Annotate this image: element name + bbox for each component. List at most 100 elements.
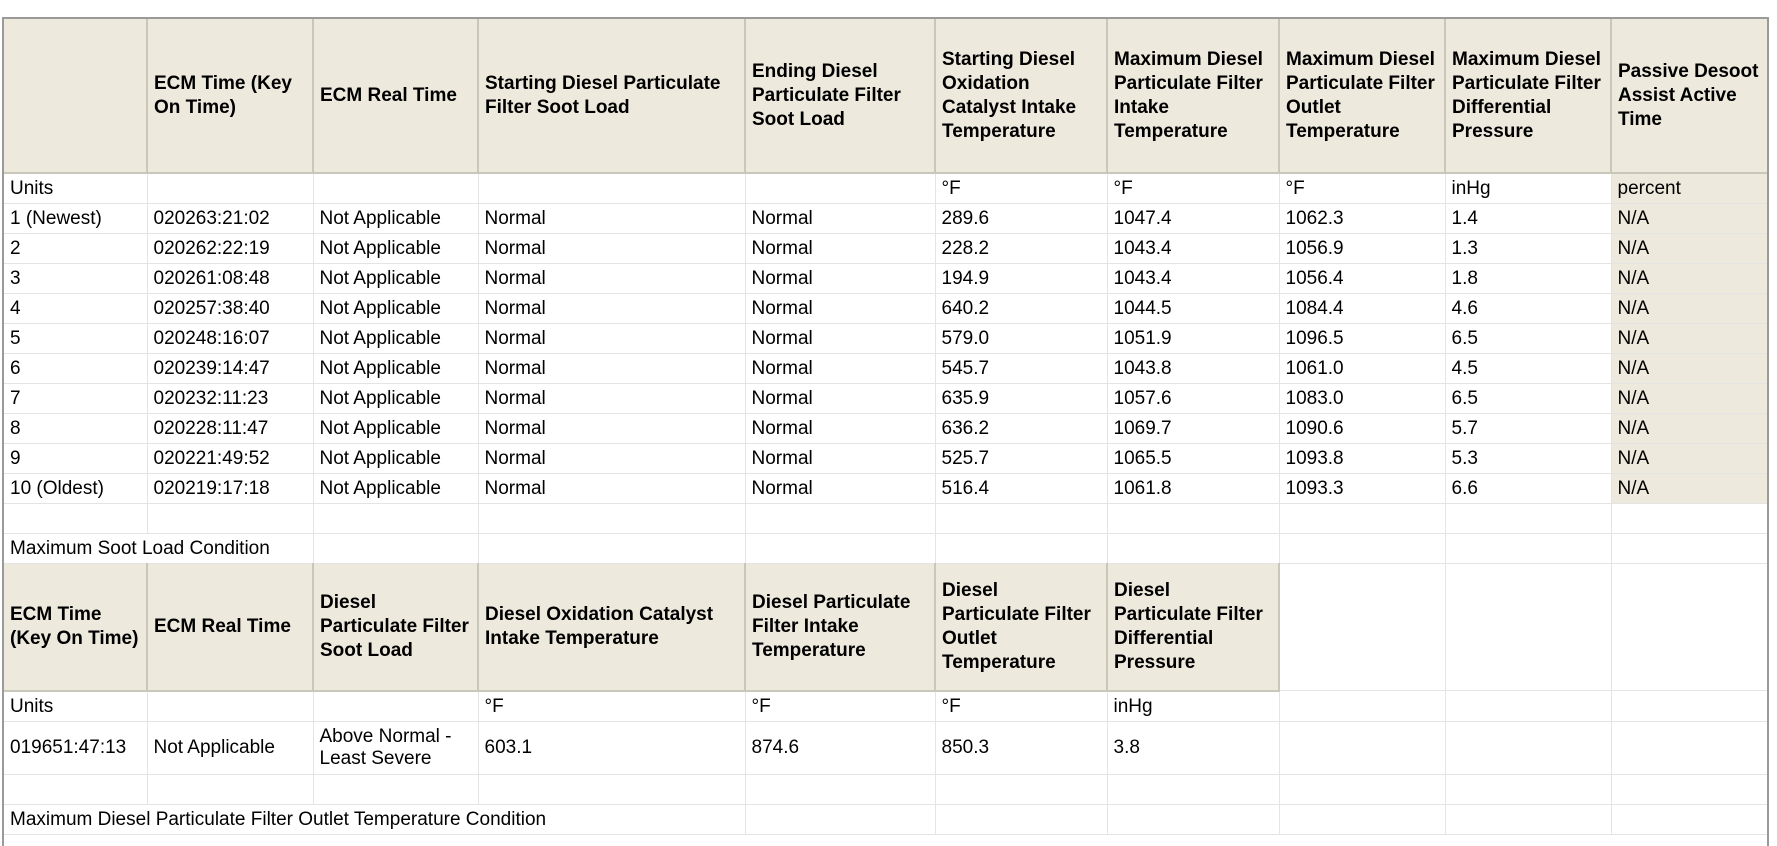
table-cell: Not Applicable (313, 353, 479, 384)
table-cell: Not Applicable (313, 383, 479, 414)
table-cell: 545.7 (935, 353, 1108, 384)
soot-header-cell: ECM Time (Key On Time) (4, 563, 148, 692)
table-cell: 020228:11:47 (147, 413, 314, 444)
table-cell: Normal (478, 383, 746, 414)
table-cell: 1062.3 (1279, 203, 1446, 234)
units-label: Units (4, 173, 148, 204)
table-cell: 6.6 (1445, 473, 1612, 504)
empty-cell (745, 774, 936, 805)
table-cell: 3.8 (1107, 721, 1280, 775)
table-row: 7 020232:11:23 Not Applicable Normal Nor… (4, 383, 1769, 414)
table-cell: 1061.0 (1279, 353, 1446, 384)
table-cell: Not Applicable (313, 233, 479, 264)
table-cell: Normal (745, 233, 936, 264)
unit-cell: °F (935, 690, 1108, 722)
unit-cell: °F (935, 173, 1108, 204)
row-label: 2 (4, 233, 148, 264)
unit-cell: °F (1279, 173, 1446, 204)
table-cell: 020263:21:02 (147, 203, 314, 234)
table-row: 2 020262:22:19 Not Applicable Normal Nor… (4, 233, 1769, 264)
table-cell: 020262:22:19 (147, 233, 314, 264)
empty-cell (1107, 533, 1280, 564)
table-cell: 579.0 (935, 323, 1108, 354)
table-row: 5 020248:16:07 Not Applicable Normal Nor… (4, 323, 1769, 354)
history-header-cell: Passive Desoot Assist Active Time (1611, 19, 1769, 174)
empty-cell (935, 804, 1108, 835)
empty-cell (1279, 721, 1446, 775)
table-cell: N/A (1611, 353, 1769, 384)
empty-cell (1445, 533, 1612, 564)
table-cell: 1.4 (1445, 203, 1612, 234)
empty-cell (1611, 533, 1769, 564)
table-cell: 1056.9 (1279, 233, 1446, 264)
row-label: 5 (4, 323, 148, 354)
row-label: 10 (Oldest) (4, 473, 148, 504)
unit-cell (313, 690, 479, 722)
table-cell: Normal (745, 383, 936, 414)
table-cell: 850.3 (935, 721, 1108, 775)
table-cell: 1044.5 (1107, 293, 1280, 324)
table-cell: Normal (478, 413, 746, 444)
table-cell: 020261:08:48 (147, 263, 314, 294)
empty-cell (745, 503, 936, 534)
empty-cell (1279, 503, 1446, 534)
table-cell: 1061.8 (1107, 473, 1280, 504)
table-cell: Normal (478, 353, 746, 384)
empty-cell (1445, 804, 1612, 835)
table-cell: Normal (745, 353, 936, 384)
empty-cell (1611, 690, 1769, 722)
soot-units-row: Units °F °F °F inHg (4, 690, 1769, 722)
section-title: Maximum Diesel Particulate Filter Outlet… (4, 804, 746, 835)
section-title: Maximum Soot Load Condition (4, 533, 314, 564)
unit-cell (745, 173, 936, 204)
empty-cell (313, 774, 479, 805)
unit-cell: °F (1107, 173, 1280, 204)
units-label: Units (4, 690, 148, 722)
unit-cell (147, 173, 314, 204)
soot-header-cell: Diesel Particulate Filter Outlet Tempera… (935, 563, 1108, 692)
table-cell: 020257:38:40 (147, 293, 314, 324)
table-cell: N/A (1611, 383, 1769, 414)
empty-cell (1611, 721, 1769, 775)
soot-header-cell: ECM Real Time (147, 563, 314, 692)
history-header-cell: Maximum Diesel Particulate Filter Intake… (1107, 19, 1280, 174)
row-label: 1 (Newest) (4, 203, 148, 234)
empty-cell (147, 774, 314, 805)
table-cell: 020232:11:23 (147, 383, 314, 414)
soot-header-cell: Diesel Particulate Filter Intake Tempera… (745, 563, 936, 692)
empty-cell (4, 774, 148, 805)
table-cell: 1047.4 (1107, 203, 1280, 234)
table-cell: N/A (1611, 443, 1769, 474)
table-cell: 4.6 (1445, 293, 1612, 324)
unit-cell (147, 690, 314, 722)
table-cell: Not Applicable (313, 443, 479, 474)
table-cell: 6.5 (1445, 323, 1612, 354)
empty-cell (1279, 804, 1446, 835)
empty-cell (935, 503, 1108, 534)
row-label: 8 (4, 413, 148, 444)
table-cell: 1065.5 (1107, 443, 1280, 474)
history-header-row: ECM Time (Key On Time) ECM Real Time Sta… (4, 19, 1769, 174)
table-cell: 603.1 (478, 721, 746, 775)
empty-cell (313, 533, 479, 564)
table-cell: 020239:14:47 (147, 353, 314, 384)
history-header-cell: ECM Time (Key On Time) (147, 19, 314, 174)
unit-cell (478, 173, 746, 204)
history-header-cell: Ending Diesel Particulate Filter Soot Lo… (745, 19, 936, 174)
table-cell: 1043.8 (1107, 353, 1280, 384)
section-title-row: Maximum Diesel Particulate Filter Outlet… (4, 804, 1769, 835)
table-cell: 1.8 (1445, 263, 1612, 294)
table-row: 1 (Newest) 020263:21:02 Not Applicable N… (4, 203, 1769, 234)
table-cell: Normal (745, 323, 936, 354)
table-cell: 1051.9 (1107, 323, 1280, 354)
table-cell: Not Applicable (313, 293, 479, 324)
soot-header-row: ECM Time (Key On Time) ECM Real Time Die… (4, 563, 1769, 692)
history-header-cell: Starting Diesel Oxidation Catalyst Intak… (935, 19, 1108, 174)
table-cell: Normal (478, 443, 746, 474)
table-cell: N/A (1611, 413, 1769, 444)
row-label: 7 (4, 383, 148, 414)
empty-cell (1445, 721, 1612, 775)
table-cell: 636.2 (935, 413, 1108, 444)
empty-cell (478, 774, 746, 805)
table-cell: 5.7 (1445, 413, 1612, 444)
